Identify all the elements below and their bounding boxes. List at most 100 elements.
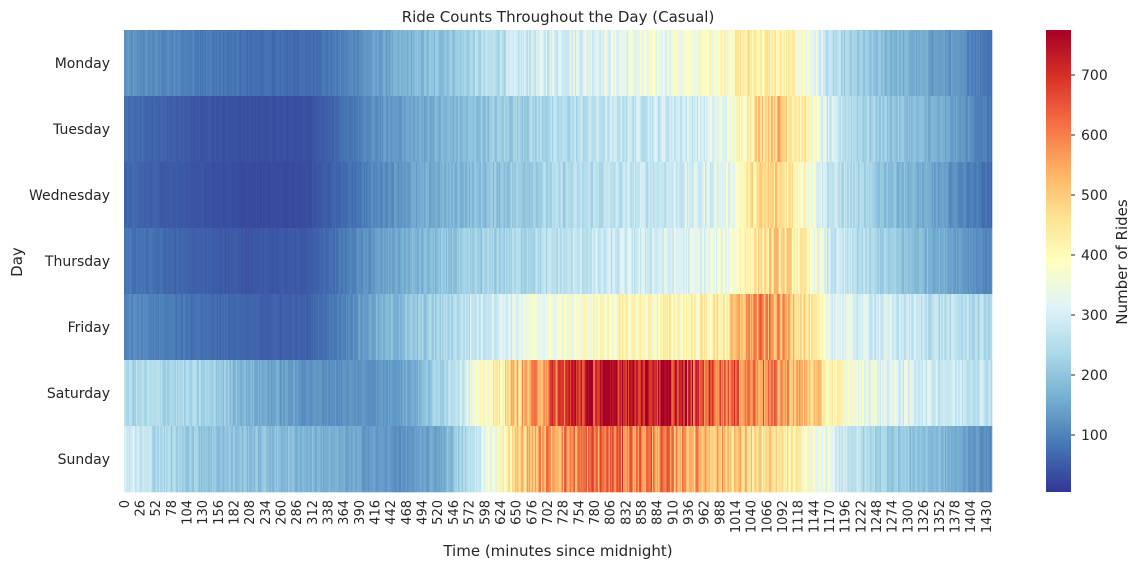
heatmap-cell (244, 30, 247, 97)
heatmap-cell (727, 162, 730, 229)
heatmap-cell (354, 360, 356, 427)
heatmap-cell (558, 96, 560, 163)
heatmap-cell (445, 360, 448, 427)
heatmap-cell (589, 228, 591, 295)
heatmap-cell (308, 294, 310, 361)
heatmap-cell (544, 228, 547, 295)
heatmap-cell (420, 96, 423, 163)
heatmap-cell (214, 426, 216, 493)
heatmap-cell (262, 426, 265, 493)
heatmap-cell (291, 426, 294, 493)
heatmap-cell (437, 96, 439, 163)
heatmap-cell (319, 360, 321, 427)
heatmap-cell (855, 30, 858, 97)
heatmap-cell (478, 30, 480, 97)
heatmap-cell (660, 162, 662, 229)
heatmap-cell (378, 30, 380, 97)
heatmap-cell (873, 228, 876, 295)
heatmap-cell (396, 96, 398, 163)
heatmap-cell (649, 96, 652, 163)
heatmap-cell (955, 96, 958, 163)
heatmap-cell (808, 162, 811, 229)
heatmap-cell (388, 294, 390, 361)
heatmap-cell (743, 162, 746, 229)
heatmap-cell (896, 96, 899, 163)
heatmap-cell (639, 96, 642, 163)
heatmap-cell (951, 360, 953, 427)
heatmap-cell (531, 426, 533, 493)
heatmap-cell (451, 162, 454, 229)
heatmap-cell (799, 426, 801, 493)
heatmap-cell (618, 360, 620, 427)
heatmap-cell (767, 162, 770, 229)
heatmap-cell (260, 294, 262, 361)
heatmap-cell (630, 96, 632, 163)
heatmap-cell (647, 30, 649, 97)
heatmap-cell (791, 360, 794, 427)
heatmap-cell (208, 426, 210, 493)
heatmap-cell (655, 426, 658, 493)
heatmap-cell (150, 30, 153, 97)
heatmap-cell (208, 96, 210, 163)
heatmap-cell (854, 360, 857, 427)
heatmap-cell (844, 30, 847, 97)
heatmap-cell (232, 426, 235, 493)
heatmap-cell (296, 228, 298, 295)
heatmap-cell (570, 162, 572, 229)
heatmap-cell (339, 96, 342, 163)
heatmap-cell (901, 228, 904, 295)
heatmap-cell (202, 96, 204, 163)
heatmap-cell (275, 162, 278, 229)
heatmap-cell (482, 30, 484, 97)
heatmap-cell (746, 360, 748, 427)
heatmap-cell (860, 360, 863, 427)
heatmap-cell (766, 294, 769, 361)
heatmap-cell (461, 96, 464, 163)
heatmap-cell (249, 162, 251, 229)
heatmap-cell (607, 30, 609, 97)
heatmap-cell (179, 426, 181, 493)
heatmap-cell (759, 228, 761, 295)
heatmap-cell (841, 228, 843, 295)
heatmap-cell (503, 426, 506, 493)
heatmap-cell (635, 294, 637, 361)
heatmap-cell (608, 360, 611, 427)
heatmap-cell (533, 162, 536, 229)
heatmap-cell (785, 228, 788, 295)
heatmap-cell (842, 294, 845, 361)
heatmap-cell (723, 96, 725, 163)
heatmap-cell (438, 294, 441, 361)
heatmap-cell (425, 30, 427, 97)
heatmap-cell (876, 228, 878, 295)
heatmap-cell (755, 162, 758, 229)
heatmap-cell (263, 96, 266, 163)
heatmap-cell (410, 96, 413, 163)
heatmap-cell (626, 96, 629, 163)
heatmap-cell (583, 228, 585, 295)
heatmap-cell (917, 294, 919, 361)
heatmap-cell (125, 426, 127, 493)
heatmap-cell (782, 360, 784, 427)
heatmap-cell (127, 426, 130, 493)
heatmap-cell (783, 228, 785, 295)
heatmap-cell (489, 30, 491, 97)
heatmap-cell (720, 360, 723, 427)
heatmap-cell (414, 228, 417, 295)
heatmap-cell (910, 162, 912, 229)
heatmap-cell (568, 294, 571, 361)
heatmap-cell (186, 360, 189, 427)
heatmap-cell (981, 360, 983, 427)
heatmap-cell (785, 294, 788, 361)
heatmap-cell (901, 162, 904, 229)
heatmap-cell (659, 228, 661, 295)
heatmap-cell (701, 162, 703, 229)
heatmap-cell (916, 228, 918, 295)
heatmap-cell (870, 228, 872, 295)
heatmap-cell (979, 96, 982, 163)
heatmap-cell (683, 30, 685, 97)
heatmap-cell (558, 294, 560, 361)
heatmap-cell (398, 228, 401, 295)
heatmap-cell (233, 294, 236, 361)
heatmap-cell (479, 294, 482, 361)
heatmap-cell (633, 96, 636, 163)
